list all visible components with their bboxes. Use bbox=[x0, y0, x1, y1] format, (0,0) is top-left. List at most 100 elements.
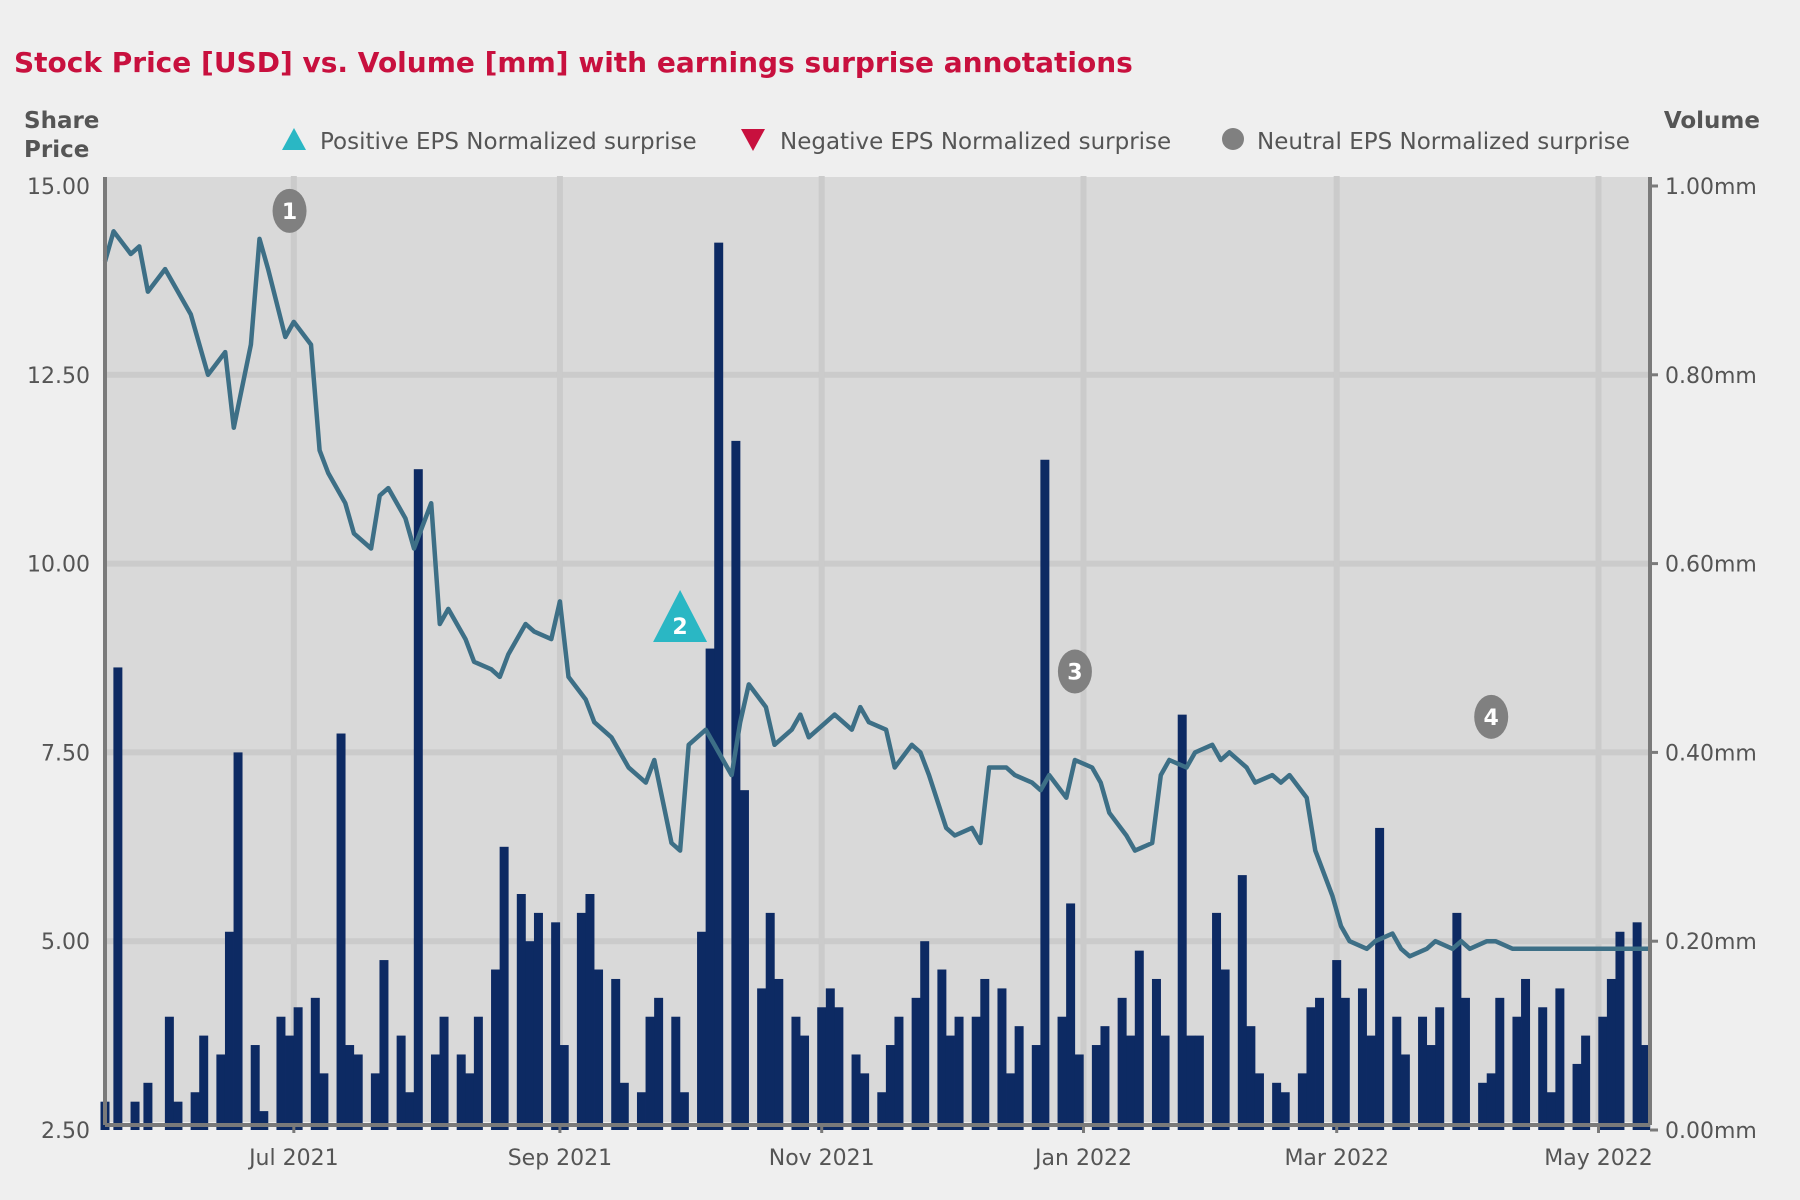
volume-bar bbox=[1246, 1026, 1256, 1130]
legend-positive-marker bbox=[282, 128, 306, 150]
left-y-ticks: 15.00 12.50 10.00 7.50 5.00 2.50 bbox=[27, 175, 90, 1144]
volume-bar bbox=[1340, 997, 1350, 1130]
volume-bar bbox=[1160, 1035, 1170, 1130]
volume-bar bbox=[834, 1007, 844, 1130]
right-tick-label: 1.00mm bbox=[1665, 175, 1757, 200]
volume-bar bbox=[885, 1045, 895, 1130]
volume-bar bbox=[774, 978, 784, 1130]
positive-surprise-marker bbox=[653, 590, 708, 643]
volume-bar bbox=[1297, 1073, 1307, 1130]
right-tick-label: 0.40mm bbox=[1665, 741, 1757, 766]
volume-bar bbox=[1006, 1073, 1016, 1130]
volume-bar bbox=[1177, 714, 1187, 1130]
volume-bar bbox=[594, 969, 604, 1130]
left-tick-label: 15.00 bbox=[27, 175, 90, 200]
volume-bar bbox=[1400, 1054, 1410, 1130]
volume-bar bbox=[1014, 1026, 1024, 1130]
volume-bar bbox=[671, 1016, 681, 1130]
volume-bar bbox=[1572, 1063, 1582, 1130]
volume-bar bbox=[473, 1016, 483, 1130]
volume-bar bbox=[611, 978, 621, 1130]
volume-bar bbox=[559, 1045, 569, 1130]
volume-bar bbox=[1237, 875, 1247, 1130]
volume-bar bbox=[851, 1054, 861, 1130]
volume-bar bbox=[1641, 1045, 1651, 1130]
volume-bar bbox=[310, 997, 320, 1130]
volume-bar bbox=[465, 1073, 475, 1130]
volume-bar bbox=[190, 1092, 200, 1130]
annotation-label: 4 bbox=[1484, 706, 1499, 731]
volume-bar bbox=[1040, 459, 1050, 1130]
volume-bar bbox=[130, 1101, 140, 1130]
volume-bar bbox=[1254, 1073, 1264, 1130]
left-tick-label: 2.50 bbox=[41, 1119, 90, 1144]
volume-bar bbox=[491, 969, 501, 1130]
volume-bar bbox=[1212, 912, 1222, 1130]
neutral-surprise-marker bbox=[272, 188, 307, 233]
volume-bar bbox=[199, 1035, 209, 1130]
volume-bar bbox=[817, 1007, 827, 1130]
volume-bar bbox=[911, 997, 921, 1130]
annotations: 1 2 3 4 bbox=[272, 188, 1509, 739]
x-tick-label: May 2022 bbox=[1544, 1146, 1652, 1171]
volume-bar bbox=[1615, 931, 1625, 1130]
volume-bar bbox=[551, 922, 561, 1130]
annotation-label: 3 bbox=[1067, 661, 1082, 686]
volume-bar bbox=[516, 894, 526, 1130]
volume-bar bbox=[216, 1054, 226, 1130]
volume-bar bbox=[1375, 827, 1385, 1130]
right-y-ticks: 1.00mm 0.80mm 0.60mm 0.40mm 0.20mm 0.00mm bbox=[1650, 175, 1757, 1144]
left-axis-title-line2: Price bbox=[24, 137, 89, 163]
volume-bar bbox=[825, 988, 835, 1130]
x-tick-label: Nov 2021 bbox=[769, 1146, 875, 1171]
volume-bar bbox=[1512, 1016, 1522, 1130]
volume-bar bbox=[499, 846, 509, 1130]
volume-bar bbox=[259, 1111, 269, 1130]
right-tick-label: 0.20mm bbox=[1665, 930, 1757, 955]
left-tick-label: 7.50 bbox=[41, 741, 90, 766]
volume-bar bbox=[1538, 1007, 1548, 1130]
volume-bar bbox=[1186, 1035, 1196, 1130]
volume-bar bbox=[636, 1092, 646, 1130]
neutral-surprise-marker bbox=[1057, 649, 1092, 694]
annotation-label: 2 bbox=[672, 615, 687, 640]
volume-bar bbox=[405, 1092, 415, 1130]
volume-bar bbox=[396, 1035, 406, 1130]
x-ticks: Jul 2021 Sep 2021 Nov 2021 Jan 2022 Mar 2022… bbox=[247, 1125, 1653, 1171]
legend-negative-marker bbox=[741, 129, 765, 151]
volume-bar bbox=[731, 440, 741, 1130]
volume-bar bbox=[173, 1101, 183, 1130]
volume-bar bbox=[1452, 912, 1462, 1130]
legend-positive-label: Positive EPS Normalized surprise bbox=[320, 129, 697, 155]
volume-bar bbox=[1495, 997, 1505, 1130]
volume-bar bbox=[1546, 1092, 1556, 1130]
volume-bar bbox=[1151, 978, 1161, 1130]
volume-bar bbox=[1521, 978, 1531, 1130]
x-tick-label: Jan 2022 bbox=[1033, 1146, 1132, 1171]
volume-bar bbox=[1598, 1016, 1608, 1130]
volume-bar bbox=[1057, 1016, 1067, 1130]
volume-bar bbox=[430, 1054, 440, 1130]
plot-area bbox=[105, 177, 1650, 1122]
neutral-surprise-marker bbox=[1474, 694, 1509, 739]
volume-bar bbox=[697, 931, 707, 1130]
volume-bar bbox=[1074, 1054, 1084, 1130]
volume-bar bbox=[739, 790, 749, 1130]
legend: Positive EPS Normalized surprise Negativ… bbox=[282, 128, 1630, 155]
left-axis-title-line1: Share bbox=[24, 108, 99, 134]
volume-bar bbox=[1306, 1007, 1316, 1130]
volume-bar bbox=[143, 1082, 153, 1130]
price-line bbox=[102, 229, 1650, 959]
volume-bar bbox=[1272, 1082, 1282, 1130]
legend-neutral-label: Neutral EPS Normalized surprise bbox=[1257, 129, 1630, 155]
volume-bar bbox=[1126, 1035, 1136, 1130]
volume-bar bbox=[1478, 1082, 1488, 1130]
chart-title: Stock Price [USD] vs. Volume [mm] with e… bbox=[14, 46, 1133, 79]
volume-bar bbox=[1091, 1045, 1101, 1130]
volume-bar bbox=[1134, 950, 1144, 1130]
volume-bar bbox=[1220, 969, 1230, 1130]
x-tick-label: Mar 2022 bbox=[1284, 1146, 1389, 1171]
volume-bar bbox=[1066, 903, 1076, 1130]
left-tick-label: 5.00 bbox=[41, 930, 90, 955]
volume-bar bbox=[1315, 997, 1325, 1130]
